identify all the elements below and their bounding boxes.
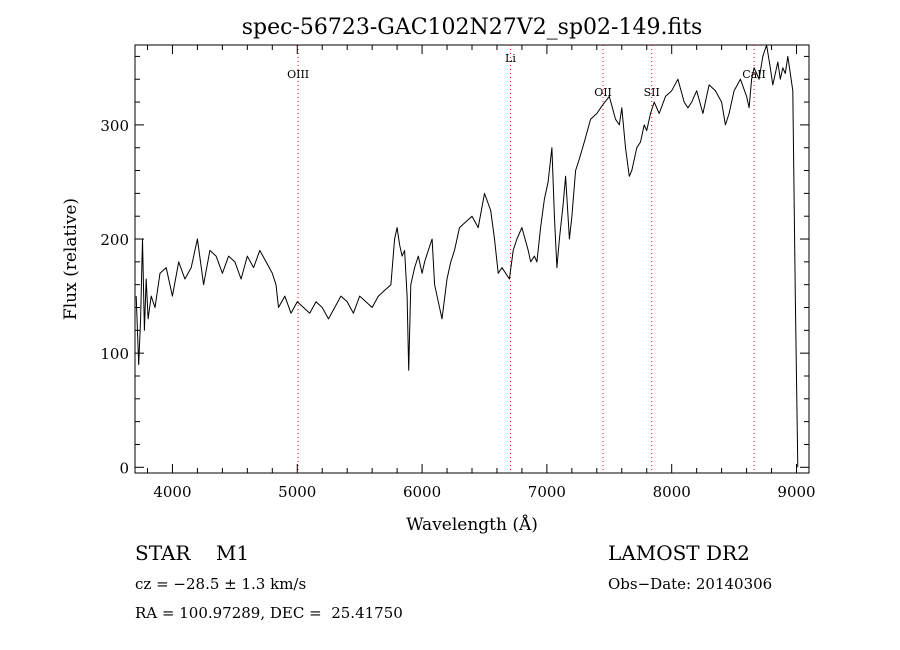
coordinates-label: RA = 100.97289, DEC = 25.41750 xyxy=(135,604,403,622)
spectrum-line xyxy=(135,44,799,468)
line-marker-label: SII xyxy=(644,86,660,99)
object-class-label: STAR M1 xyxy=(135,541,250,565)
x-tick-label: 4000 xyxy=(153,483,191,501)
plot-frame xyxy=(134,44,810,474)
x-tick-label: 9000 xyxy=(777,483,815,501)
x-tick-label: 6000 xyxy=(403,483,441,501)
chart-title: spec-56723-GAC102N27V2_sp02-149.fits xyxy=(242,15,703,40)
line-marker-label: Li xyxy=(505,52,516,65)
x-axis-label: Wavelength (Å) xyxy=(406,514,538,535)
obs-date-label: Obs−Date: 20140306 xyxy=(608,575,773,593)
y-axis-label: Flux (relative) xyxy=(61,198,81,320)
spectrum-series xyxy=(135,44,799,468)
y-tick-label: 200 xyxy=(100,231,129,249)
line-marker-label: OIII xyxy=(287,68,309,81)
y-tick-label: 100 xyxy=(100,345,129,363)
y-tick-label: 0 xyxy=(119,459,129,477)
axis-ticks: 4000 5000 6000 7000 8000 9000 0 100 200 300 xyxy=(100,45,816,501)
y-tick-label: 300 xyxy=(100,117,129,135)
x-tick-label: 8000 xyxy=(653,483,691,501)
line-marker-label: OII xyxy=(594,86,612,99)
x-tick-label: 5000 xyxy=(278,483,316,501)
survey-label: LAMOST DR2 xyxy=(608,541,750,565)
redshift-label: cz = −28.5 ± 1.3 km/s xyxy=(135,575,307,593)
x-tick-label: 7000 xyxy=(528,483,566,501)
